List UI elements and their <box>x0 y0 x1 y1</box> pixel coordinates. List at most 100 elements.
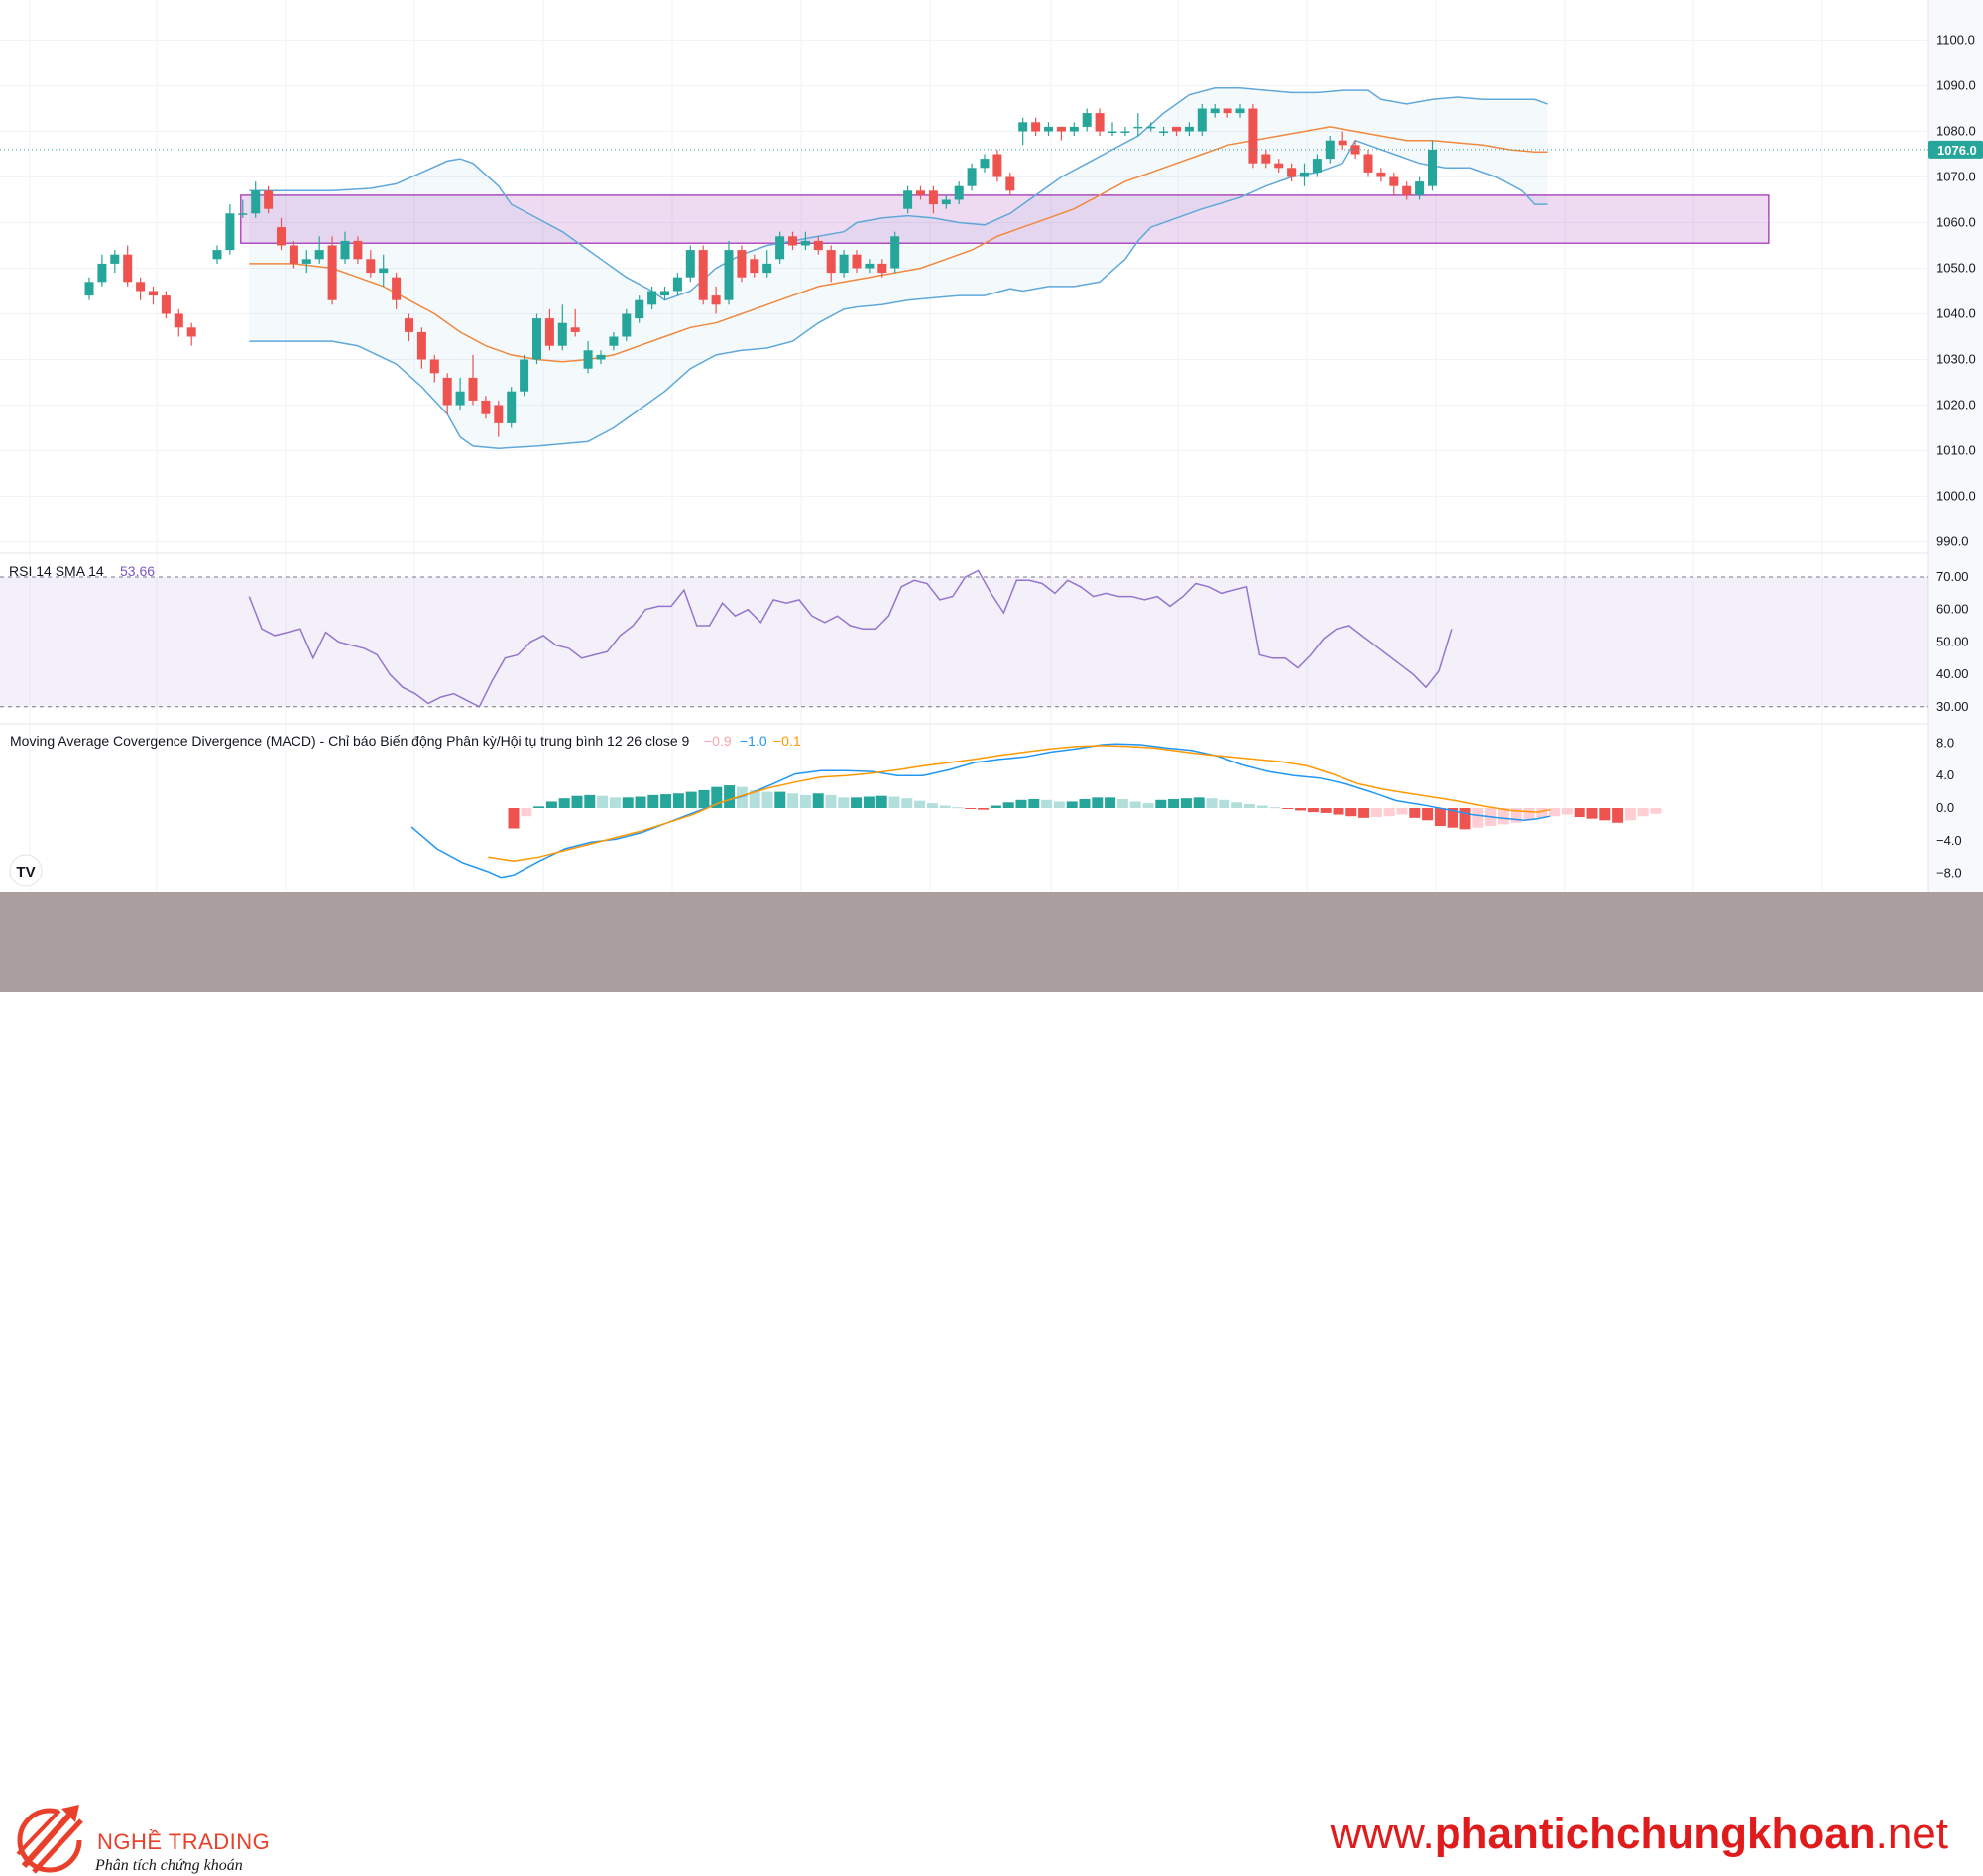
last-price-label: 1076.0 <box>1937 143 1977 158</box>
candle-body <box>1312 159 1322 173</box>
candle-body <box>532 318 541 360</box>
macd-histogram-bar <box>926 803 938 808</box>
candle-body <box>289 245 298 264</box>
macd-histogram-bar <box>571 795 583 808</box>
support-zone-rectangle <box>240 194 1770 244</box>
candle-body <box>1082 113 1092 127</box>
macd-histogram-bar <box>787 793 799 808</box>
price-pane <box>0 87 1928 449</box>
macd-histogram-bar <box>851 797 863 808</box>
logo-arrow-icon <box>16 1805 83 1874</box>
candle-body <box>660 291 669 296</box>
candle-body <box>1223 108 1232 114</box>
macd-histogram-bar <box>1092 797 1104 808</box>
chart-canvas: 1100.0 1090.0 1080.0 1070.0 1060.0 1050.0 1040… <box>0 0 1983 892</box>
macd-histogram-bar <box>1637 808 1649 817</box>
macd-line <box>410 743 1551 879</box>
candle-body <box>1300 172 1309 177</box>
candle-body <box>890 236 900 269</box>
macd-histogram-bar <box>1231 802 1243 808</box>
macd-histogram-bar <box>584 794 596 808</box>
macd-axis-tick: −8.0 <box>1936 866 1962 880</box>
macd-histogram-bar <box>939 805 951 808</box>
macd-line-value: −1.0 <box>740 733 767 749</box>
macd-histogram-bar <box>838 797 850 808</box>
macd-histogram-bar <box>914 800 926 808</box>
candle-body <box>366 259 376 274</box>
macd-histogram-bar <box>698 789 710 808</box>
candle-body <box>788 236 797 246</box>
candle-body <box>583 350 593 369</box>
macd-histogram-bar <box>1536 808 1548 818</box>
macd-axis-tick: 4.0 <box>1936 767 1954 782</box>
rsi-axis-tick: 40.00 <box>1936 666 1969 681</box>
candle-body <box>635 299 644 319</box>
candle-body <box>596 354 606 360</box>
candle-body <box>1005 176 1015 191</box>
candle-body <box>1402 185 1412 195</box>
candle-body <box>1069 126 1079 132</box>
candle-body <box>110 254 120 264</box>
candle-body <box>186 327 196 337</box>
candle-body <box>672 277 682 292</box>
candle-body <box>737 250 747 278</box>
tradingview-logo-icon[interactable]: TV <box>9 854 43 887</box>
macd-pane <box>410 743 1662 879</box>
site-url[interactable]: www.phantichchungkhoan.net <box>1331 1810 1948 1859</box>
macd-histogram-bar <box>1549 808 1561 817</box>
candle-body <box>353 240 363 260</box>
price-axis-tick: 1070.0 <box>1936 170 1976 184</box>
macd-axis-tick: 8.0 <box>1936 735 1954 750</box>
candle-body <box>544 318 554 346</box>
candle-body <box>264 190 274 209</box>
rsi-axis-tick: 60.00 <box>1936 602 1969 617</box>
macd-histogram-bar <box>635 796 646 808</box>
candle-body <box>1376 172 1386 177</box>
candle-body <box>1108 131 1117 133</box>
candle-body <box>1172 126 1181 132</box>
candle-body <box>813 240 823 251</box>
candle-body <box>416 331 426 360</box>
candle-body <box>1044 126 1053 132</box>
brand-tagline: Phân tích chứng khoán <box>95 1857 243 1874</box>
candle-body <box>1248 108 1258 164</box>
macd-histogram-bar <box>1269 807 1281 809</box>
site-url-prefix: www. <box>1330 1810 1435 1858</box>
macd-histogram-bar <box>1282 808 1294 809</box>
macd-axis-tick: −4.0 <box>1936 833 1962 848</box>
candle-body <box>149 291 158 296</box>
bollinger-lower-line <box>249 139 1548 449</box>
candle-body <box>97 263 107 283</box>
price-axis-tick: 1040.0 <box>1936 306 1976 321</box>
macd-histogram-bar <box>1295 808 1307 811</box>
macd-histogram-bar <box>1612 808 1624 823</box>
candle-body <box>174 313 183 328</box>
candle-body <box>1428 149 1437 186</box>
macd-histogram-bar <box>1358 808 1370 818</box>
macd-histogram-bar <box>799 794 811 808</box>
price-axis-tick: 1000.0 <box>1936 489 1976 504</box>
macd-histogram-bar <box>1561 808 1573 815</box>
macd-histogram-bar <box>545 801 557 808</box>
macd-histogram-bar <box>774 791 786 808</box>
candle-body <box>442 377 452 406</box>
candle-body <box>481 400 491 414</box>
macd-histogram-bar <box>1307 808 1319 813</box>
macd-histogram-bar <box>1320 808 1332 813</box>
macd-histogram-bar <box>1168 798 1180 808</box>
macd-histogram-bar <box>1066 801 1078 808</box>
price-axis[interactable]: 1100.0 1090.0 1080.0 1070.0 1060.0 1050.0 1040… <box>1928 33 1983 880</box>
candle-body <box>1350 145 1360 155</box>
bollinger-upper-line <box>249 87 1548 301</box>
macd-histogram-bar <box>609 797 621 808</box>
macd-histogram-bar <box>622 797 634 808</box>
candle-body <box>1235 108 1245 114</box>
candle-body <box>839 254 849 274</box>
candle-body <box>1274 163 1284 169</box>
rsi-value: 53.66 <box>120 563 155 579</box>
pane-labels: RSI 14 SMA 14 53.66 Moving Average Cover… <box>9 563 801 749</box>
macd-histogram-bar <box>685 791 697 808</box>
macd-histogram-bar <box>1422 808 1434 821</box>
macd-histogram-bar <box>1155 799 1167 808</box>
macd-histogram-bar <box>1574 808 1585 818</box>
